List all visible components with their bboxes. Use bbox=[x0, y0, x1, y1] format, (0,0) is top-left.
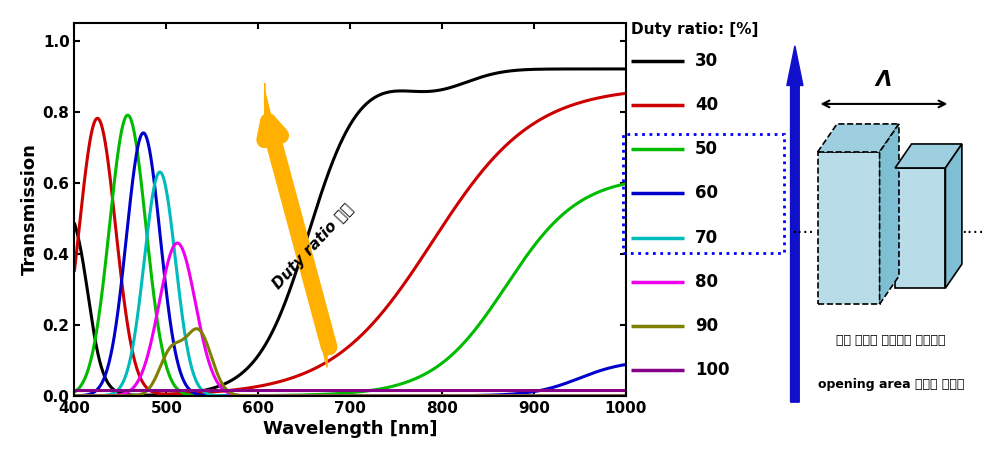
Text: 금속 선폭이 차지하는 면적보다: 금속 선폭이 차지하는 면적보다 bbox=[836, 334, 946, 347]
Text: 90: 90 bbox=[695, 317, 718, 335]
Text: ....: .... bbox=[961, 219, 984, 237]
Text: 70: 70 bbox=[695, 228, 718, 247]
Polygon shape bbox=[817, 152, 880, 304]
Polygon shape bbox=[895, 144, 962, 168]
Y-axis label: Transmission: Transmission bbox=[21, 143, 39, 275]
Text: opening area 면적이 넓어짘: opening area 면적이 넓어짘 bbox=[818, 378, 964, 391]
Text: 40: 40 bbox=[695, 96, 718, 114]
Polygon shape bbox=[880, 124, 899, 304]
Polygon shape bbox=[817, 124, 899, 152]
Text: Duty ratio: [%]: Duty ratio: [%] bbox=[631, 21, 758, 36]
Text: 80: 80 bbox=[695, 273, 718, 291]
Text: 100: 100 bbox=[695, 361, 730, 379]
Text: ....: .... bbox=[790, 219, 813, 237]
FancyArrow shape bbox=[264, 83, 327, 368]
Text: 30: 30 bbox=[695, 52, 718, 70]
Polygon shape bbox=[945, 144, 962, 288]
Text: Λ: Λ bbox=[876, 70, 892, 90]
Text: 60: 60 bbox=[695, 184, 718, 202]
Polygon shape bbox=[895, 168, 945, 288]
FancyArrow shape bbox=[786, 46, 803, 402]
Text: 50: 50 bbox=[695, 141, 718, 158]
Text: Duty ratio 감소: Duty ratio 감소 bbox=[270, 201, 356, 292]
X-axis label: Wavelength [nm]: Wavelength [nm] bbox=[263, 420, 437, 438]
